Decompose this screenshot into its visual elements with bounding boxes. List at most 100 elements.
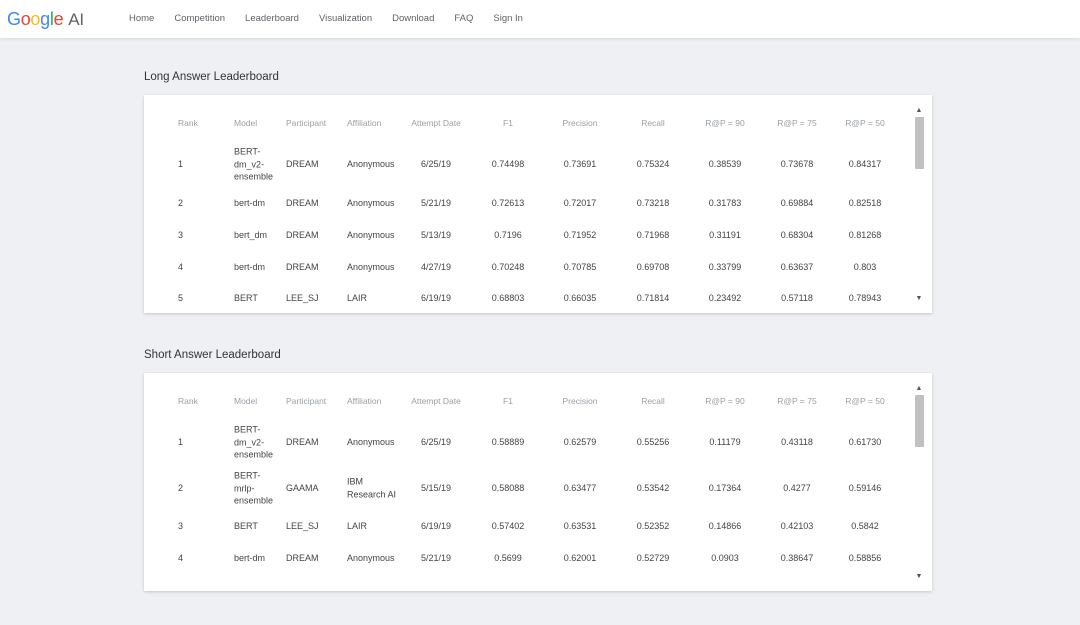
- cell-affiliation: Anonymous: [347, 197, 395, 208]
- main-nav: Home Competition Leaderboard Visualizati…: [129, 0, 543, 36]
- cell-model: BERT-mrlp-ensemble: [234, 470, 274, 506]
- short-answer-scrollbar[interactable]: ▲ ▼: [914, 385, 924, 581]
- cell-f1: 0.5699: [494, 552, 522, 563]
- cell-model: bert-dm: [234, 552, 266, 563]
- cell-participant: DREAM: [286, 261, 319, 272]
- cell-f1: 0.74498: [491, 158, 525, 169]
- cell-f1: 0.7196: [494, 229, 522, 240]
- header-f1[interactable]: F1: [503, 395, 513, 406]
- cell-rp75: 0.73678: [780, 158, 814, 169]
- cell-rp75: 0.63637: [780, 261, 814, 272]
- header-model[interactable]: Model: [234, 117, 258, 128]
- cell-recall: 0.73218: [636, 197, 670, 208]
- cell-model: BERT: [234, 292, 258, 303]
- header-attempt-date[interactable]: Attempt Date: [411, 395, 461, 406]
- nav-leaderboard[interactable]: Leaderboard: [245, 12, 299, 24]
- cell-rank: 3: [178, 520, 184, 531]
- cell-rp90: 0.11179: [709, 436, 741, 447]
- cell-rp75: 0.68304: [780, 229, 814, 240]
- header-attempt-date[interactable]: Attempt Date: [411, 117, 461, 128]
- scroll-up-icon[interactable]: ▲: [915, 385, 923, 392]
- scroll-down-icon[interactable]: ▼: [915, 573, 923, 580]
- cell-f1: 0.57402: [491, 520, 525, 531]
- header-rp90[interactable]: R@P = 90: [705, 395, 745, 406]
- header-recall[interactable]: Recall: [641, 117, 665, 128]
- cell-rank: 3: [178, 229, 184, 240]
- cell-attempt-date: 5/21/19: [420, 552, 452, 563]
- cell-participant: LEE_SJ: [286, 292, 319, 303]
- cell-recall: 0.52352: [636, 520, 670, 531]
- cell-participant: DREAM: [286, 158, 319, 169]
- cell-recall: 0.52729: [636, 552, 670, 563]
- cell-rp50: 0.81268: [848, 229, 882, 240]
- cell-rp90: 0.17364: [708, 482, 742, 493]
- google-ai-logo[interactable]: Google AI: [7, 8, 84, 30]
- scroll-thumb[interactable]: [915, 395, 924, 447]
- top-bar: Google AI Home Competition Leaderboard V…: [0, 0, 1080, 38]
- header-f1[interactable]: F1: [503, 117, 513, 128]
- cell-recall: 0.53542: [636, 482, 670, 493]
- header-rp90[interactable]: R@P = 90: [705, 117, 745, 128]
- cell-f1: 0.72613: [491, 197, 525, 208]
- header-rank[interactable]: Rank: [178, 117, 198, 128]
- logo-letter: o: [20, 9, 31, 29]
- cell-f1: 0.58088: [491, 482, 525, 493]
- cell-rp75: 0.69884: [780, 197, 814, 208]
- header-affiliation[interactable]: Affiliation: [347, 117, 382, 128]
- nav-visualization[interactable]: Visualization: [318, 12, 373, 24]
- header-rp75[interactable]: R@P = 75: [777, 395, 817, 406]
- cell-rank: 4: [178, 261, 184, 272]
- nav-sign-in[interactable]: Sign In: [493, 12, 523, 24]
- logo-letter: o: [30, 9, 41, 29]
- cell-f1: 0.68803: [491, 292, 525, 303]
- header-rp50[interactable]: R@P = 50: [845, 395, 885, 406]
- cell-participant: DREAM: [286, 197, 319, 208]
- header-participant[interactable]: Participant: [286, 395, 327, 406]
- cell-rp75: 0.57118: [781, 292, 813, 303]
- cell-precision: 0.72017: [563, 197, 597, 208]
- cell-rank: 1: [178, 158, 184, 169]
- nav-faq[interactable]: FAQ: [454, 12, 474, 24]
- logo-ai-suffix: AI: [68, 10, 84, 29]
- long-answer-title: Long Answer Leaderboard: [144, 71, 279, 83]
- cell-precision: 0.63531: [563, 520, 597, 531]
- logo-letter: g: [40, 9, 50, 29]
- cell-attempt-date: 4/27/19: [420, 261, 452, 272]
- header-rp50[interactable]: R@P = 50: [845, 117, 885, 128]
- cell-recall: 0.55256: [636, 436, 670, 447]
- nav-download[interactable]: Download: [392, 12, 435, 24]
- cell-rp50: 0.58856: [848, 552, 882, 563]
- short-answer-title: Short Answer Leaderboard: [144, 349, 281, 361]
- header-affiliation[interactable]: Affiliation: [347, 395, 382, 406]
- cell-participant: DREAM: [286, 229, 319, 240]
- cell-precision: 0.73691: [563, 158, 597, 169]
- logo-letter: e: [53, 9, 64, 29]
- cell-recall: 0.71968: [636, 229, 670, 240]
- cell-rp75: 0.38647: [780, 552, 814, 563]
- nav-home[interactable]: Home: [129, 12, 155, 24]
- scroll-thumb[interactable]: [915, 117, 924, 169]
- cell-rp50: 0.78943: [848, 292, 882, 303]
- cell-f1: 0.70248: [491, 261, 525, 272]
- long-answer-scrollbar[interactable]: ▲ ▼: [914, 107, 924, 303]
- header-model[interactable]: Model: [234, 395, 258, 406]
- nav-competition[interactable]: Competition: [174, 12, 226, 24]
- cell-rank: 1: [178, 436, 184, 447]
- cell-precision: 0.66035: [563, 292, 597, 303]
- header-rank[interactable]: Rank: [178, 395, 198, 406]
- header-precision[interactable]: Precision: [562, 117, 598, 128]
- cell-model: BERT-dm_v2- ensemble: [234, 424, 274, 460]
- cell-rp90: 0.31191: [709, 229, 741, 240]
- cell-precision: 0.63477: [563, 482, 597, 493]
- cell-model: bert-dm: [234, 197, 266, 208]
- cell-recall: 0.75324: [636, 158, 670, 169]
- cell-rp50: 0.82518: [848, 197, 882, 208]
- header-rp75[interactable]: R@P = 75: [777, 117, 817, 128]
- scroll-down-icon[interactable]: ▼: [915, 295, 923, 302]
- header-participant[interactable]: Participant: [286, 117, 327, 128]
- cell-attempt-date: 6/25/19: [420, 436, 452, 447]
- cell-f1: 0.58889: [491, 436, 525, 447]
- scroll-up-icon[interactable]: ▲: [915, 107, 923, 114]
- header-precision[interactable]: Precision: [562, 395, 598, 406]
- header-recall[interactable]: Recall: [641, 395, 665, 406]
